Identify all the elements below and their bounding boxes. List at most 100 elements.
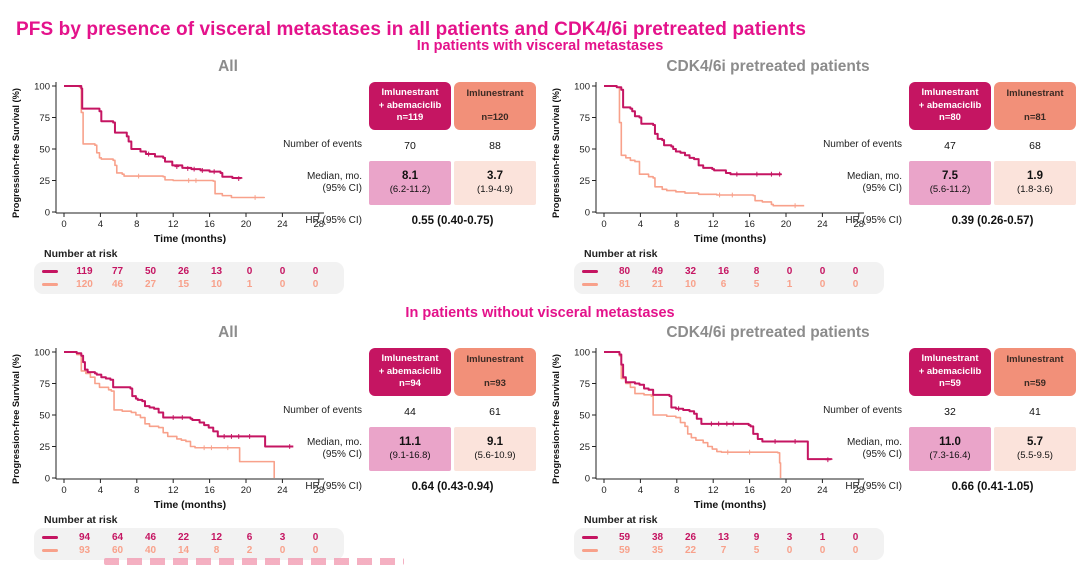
arm-header-combo: Imlunestrant + abemaciclib n=59 xyxy=(909,348,991,396)
x-tick-label: 4 xyxy=(98,485,103,496)
hr-label: HR (95% CI) xyxy=(305,480,362,492)
x-tick-label: 20 xyxy=(781,485,792,496)
risk-value: 21 xyxy=(651,279,664,290)
km-curve-combo xyxy=(64,85,243,179)
x-tick-label: 24 xyxy=(817,219,828,230)
x-tick-label: 20 xyxy=(241,485,252,496)
x-tick-label: 12 xyxy=(168,219,179,230)
x-tick-label: 8 xyxy=(674,485,679,496)
risk-value: 0 xyxy=(279,545,286,556)
median-ci-mono: (5.5-9.5) xyxy=(1017,450,1053,462)
events-value-mono: 41 xyxy=(1029,405,1041,418)
median-label-line1: Median, mo. xyxy=(306,436,362,448)
risk-value: 0 xyxy=(246,266,253,277)
arm-combo-name2: + abemaciclib xyxy=(378,99,442,111)
x-tick-label: 28 xyxy=(314,219,325,230)
y-tick-label: 0 xyxy=(45,474,50,485)
risk-value: 94 xyxy=(78,532,91,543)
median-label-line2: (95% CI) xyxy=(862,183,902,194)
median-value-mono: 1.9 xyxy=(1027,170,1043,183)
risk-value: 15 xyxy=(177,279,190,290)
censor-marks-combo xyxy=(676,406,831,463)
median-value-combo: 11.0 xyxy=(939,436,961,449)
events-value-mono: 68 xyxy=(1029,139,1041,152)
x-axis-title: Time (months) xyxy=(154,233,226,245)
risk-value: 0 xyxy=(312,532,319,543)
number-at-risk-label: Number at risk xyxy=(44,248,118,260)
arm-mono-n: n=81 xyxy=(1024,111,1046,123)
y-tick-label: 25 xyxy=(579,442,590,453)
risk-row-combo: 80 49 32 16 8 0 0 0 xyxy=(580,265,880,278)
median-ci-combo: (5.6-11.2) xyxy=(929,184,971,196)
median-value-combo: 11.1 xyxy=(399,436,421,449)
arm-combo-name2: + abemaciclib xyxy=(918,365,982,377)
mono-line-swatch xyxy=(582,549,598,552)
risk-value: 59 xyxy=(618,532,631,543)
y-tick-label: 0 xyxy=(585,208,590,219)
y-tick-label: 25 xyxy=(39,176,50,187)
risk-value: 40 xyxy=(144,545,157,556)
risk-value: 12 xyxy=(210,532,223,543)
risk-value: 8 xyxy=(213,545,220,556)
censor-marks-mono xyxy=(717,192,798,209)
x-tick-label: 8 xyxy=(134,219,139,230)
y-axis-title: Progression-free Survival (%) xyxy=(551,88,561,218)
median-cell-combo: 11.0 (7.3-16.4) xyxy=(909,427,991,471)
y-tick-label: 75 xyxy=(39,379,50,390)
y-axis-title: Progression-free Survival (%) xyxy=(11,354,21,484)
stats-table: Imlunestrant + abemaciclib n=119 Imlunes… xyxy=(270,82,536,234)
arm-header-mono: Imlunestrant n=59 xyxy=(994,348,1076,396)
y-tick-label: 100 xyxy=(574,82,590,93)
panel-title: CDK4/6i pretreated patients xyxy=(666,58,870,75)
median-ci-combo: (6.2-11.2) xyxy=(389,184,431,196)
median-value-mono: 9.1 xyxy=(487,436,503,449)
censor-marks-combo xyxy=(146,151,242,182)
combo-line-swatch xyxy=(42,536,58,539)
risk-value: 60 xyxy=(111,545,124,556)
y-tick-label: 100 xyxy=(34,82,50,93)
risk-value: 119 xyxy=(76,266,93,277)
risk-value: 120 xyxy=(76,279,93,290)
x-tick-label: 16 xyxy=(204,485,215,496)
risk-value: 9 xyxy=(753,532,760,543)
arm-combo-n: n=80 xyxy=(939,112,961,124)
risk-value: 0 xyxy=(786,266,793,277)
events-value-combo: 32 xyxy=(944,405,956,418)
hr-value: 0.39 (0.26-0.57) xyxy=(951,215,1034,227)
hr-value: 0.55 (0.40-0.75) xyxy=(411,215,494,227)
events-value-combo: 70 xyxy=(404,139,416,152)
risk-rows: 94 64 46 22 12 6 3 0 93 60 40 14 8 2 0 0 xyxy=(34,528,344,560)
y-tick-label: 50 xyxy=(39,411,50,422)
risk-row-mono: 81 21 10 6 5 1 0 0 xyxy=(580,278,880,291)
risk-row-combo: 59 38 26 13 9 3 1 0 xyxy=(580,531,880,544)
number-at-risk-label: Number at risk xyxy=(584,248,658,260)
x-tick-label: 20 xyxy=(241,219,252,230)
x-tick-label: 28 xyxy=(854,219,865,230)
risk-value: 32 xyxy=(684,266,697,277)
y-tick-label: 50 xyxy=(579,411,590,422)
x-tick-label: 4 xyxy=(98,219,103,230)
risk-value: 0 xyxy=(312,266,319,277)
hr-label: HR (95% CI) xyxy=(845,480,902,492)
arm-header-combo: Imlunestrant + abemaciclib n=94 xyxy=(369,348,451,396)
number-at-risk: Number at risk 94 64 46 22 12 6 3 0 93 60 40 14 8 2 0 0 xyxy=(8,514,368,566)
censor-marks-mono xyxy=(201,445,231,451)
y-tick-label: 100 xyxy=(34,348,50,359)
events-label: Number of events xyxy=(823,139,902,151)
risk-value: 64 xyxy=(111,532,124,543)
censor-marks-mono xyxy=(136,173,258,200)
panel-all-without-visceral: All 0 25 50 75 100 0 4 8 12 16 20 24 28 Progression-f… xyxy=(8,322,536,570)
km-curve-mono xyxy=(604,351,782,478)
censor-marks-mono xyxy=(725,449,752,455)
x-tick-label: 0 xyxy=(61,485,66,496)
median-ci-combo: (9.1-16.8) xyxy=(389,450,431,462)
x-tick-label: 4 xyxy=(638,485,643,496)
median-ci-combo: (7.3-16.4) xyxy=(929,450,971,462)
hr-value: 0.64 (0.43-0.94) xyxy=(411,481,494,493)
y-axis-title: Progression-free Survival (%) xyxy=(551,354,561,484)
risk-value: 49 xyxy=(651,266,664,277)
km-curve-combo xyxy=(64,351,294,448)
risk-value: 7 xyxy=(720,545,727,556)
median-cell-mono: 5.7 (5.5-9.5) xyxy=(994,427,1076,471)
km-plot: 0 25 50 75 100 0 4 8 12 16 20 24 28 Progression-free … xyxy=(11,348,324,512)
